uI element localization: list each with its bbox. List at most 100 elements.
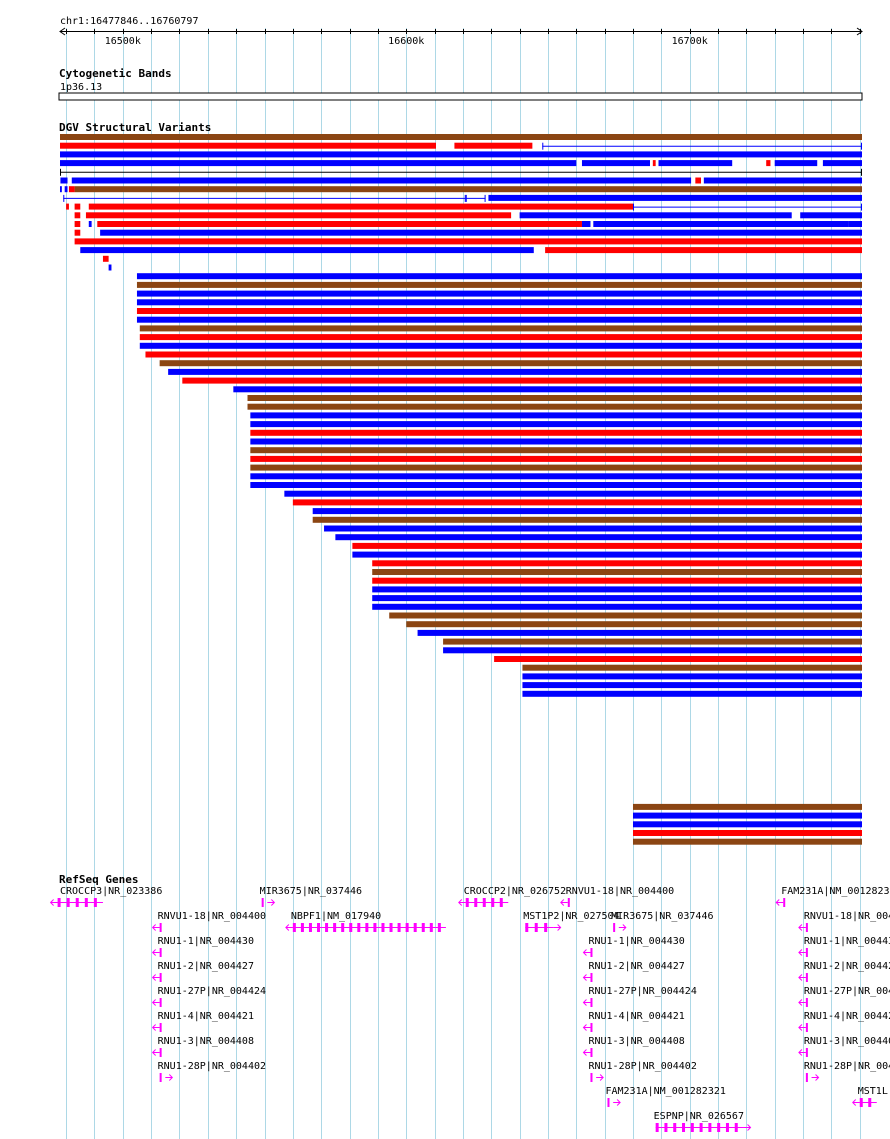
gene-exon[interactable] bbox=[159, 1023, 162, 1032]
variant-block[interactable] bbox=[593, 221, 849, 227]
variant-block[interactable] bbox=[581, 221, 591, 227]
variant-block[interactable] bbox=[312, 516, 863, 523]
gene-exon[interactable] bbox=[261, 898, 264, 907]
variant-block[interactable] bbox=[102, 255, 109, 262]
gene-exon[interactable] bbox=[349, 923, 353, 932]
gene-exon[interactable] bbox=[474, 898, 478, 907]
variant-block[interactable] bbox=[250, 421, 863, 428]
gene-exon[interactable] bbox=[590, 1073, 593, 1082]
variant-block[interactable] bbox=[522, 682, 862, 689]
variant-block[interactable] bbox=[632, 830, 862, 836]
variant-block[interactable] bbox=[136, 308, 863, 314]
variant-block[interactable] bbox=[136, 281, 863, 288]
variant-block[interactable] bbox=[74, 229, 81, 236]
variant-block[interactable] bbox=[372, 603, 862, 610]
gene-exon[interactable] bbox=[544, 923, 548, 932]
gene-exon[interactable] bbox=[699, 1123, 703, 1132]
gene-exon[interactable] bbox=[429, 923, 433, 932]
variant-block[interactable] bbox=[250, 447, 863, 454]
variant-block[interactable] bbox=[145, 351, 863, 358]
gene-exon[interactable] bbox=[868, 1098, 872, 1107]
variant-block[interactable] bbox=[766, 160, 771, 167]
variant-end[interactable] bbox=[542, 142, 544, 150]
gene-exon[interactable] bbox=[534, 923, 538, 932]
gene-exon[interactable] bbox=[717, 1123, 721, 1132]
variant-block[interactable] bbox=[60, 160, 577, 167]
gene-exon[interactable] bbox=[499, 898, 503, 907]
ruler[interactable]: 16500k 16600k 16700k bbox=[59, 27, 863, 47]
variant-block[interactable] bbox=[64, 186, 68, 193]
variant-block[interactable] bbox=[774, 160, 818, 167]
gene-exon[interactable] bbox=[734, 1123, 738, 1132]
gene-exon[interactable] bbox=[405, 923, 409, 932]
gene-exon[interactable] bbox=[607, 1098, 610, 1107]
variant-block[interactable] bbox=[389, 612, 862, 619]
variant-block[interactable] bbox=[632, 803, 862, 810]
variant-block[interactable] bbox=[443, 638, 862, 645]
gene-exon[interactable] bbox=[725, 1123, 729, 1132]
variant-block[interactable] bbox=[97, 221, 582, 227]
variant-block[interactable] bbox=[519, 212, 792, 219]
variant-block[interactable] bbox=[85, 212, 512, 219]
variant-block[interactable] bbox=[250, 464, 863, 471]
variant-block[interactable] bbox=[250, 473, 863, 480]
variant-block[interactable] bbox=[250, 482, 863, 488]
variant-block[interactable] bbox=[74, 238, 862, 245]
variant-end[interactable] bbox=[861, 142, 862, 150]
variant-block[interactable] bbox=[159, 360, 862, 367]
variant-block[interactable] bbox=[632, 821, 862, 828]
refseq-genes[interactable]: CROCCP3|NR_023386 MIR3675|NR_037446 CROCCP… bbox=[49, 886, 890, 1132]
gene-exon[interactable] bbox=[365, 923, 369, 932]
variant-block[interactable] bbox=[60, 177, 68, 184]
gene-exon[interactable] bbox=[333, 923, 337, 932]
variant-block[interactable] bbox=[352, 542, 862, 549]
gene-exon[interactable] bbox=[159, 973, 162, 982]
variant-block[interactable] bbox=[545, 247, 862, 254]
variant-block[interactable] bbox=[372, 586, 862, 593]
gene-exon[interactable] bbox=[357, 923, 361, 932]
variant-end[interactable] bbox=[632, 203, 634, 211]
variant-block[interactable] bbox=[406, 621, 862, 628]
variant-block[interactable] bbox=[488, 194, 862, 201]
gene-exon[interactable] bbox=[381, 923, 385, 932]
variant-end[interactable] bbox=[63, 194, 65, 202]
variant-block[interactable] bbox=[522, 664, 862, 671]
variant-end[interactable] bbox=[861, 168, 862, 176]
variant-block[interactable] bbox=[632, 838, 862, 845]
variant-block[interactable] bbox=[250, 412, 863, 419]
gene-exon[interactable] bbox=[317, 923, 321, 932]
gene-exon[interactable] bbox=[159, 1048, 162, 1057]
variant-block[interactable] bbox=[88, 221, 92, 227]
variant-block[interactable] bbox=[822, 160, 862, 167]
gene-exon[interactable] bbox=[525, 923, 529, 932]
gene-exon[interactable] bbox=[93, 898, 97, 907]
gene-exon[interactable] bbox=[292, 923, 296, 932]
variant-block[interactable] bbox=[335, 534, 862, 541]
gene-exon[interactable] bbox=[373, 923, 377, 932]
gene-exon[interactable] bbox=[159, 948, 162, 957]
gene-exon[interactable] bbox=[805, 973, 808, 982]
variant-block[interactable] bbox=[652, 160, 656, 167]
gene-exon[interactable] bbox=[613, 923, 616, 932]
variant-block[interactable] bbox=[800, 212, 862, 219]
variant-block[interactable] bbox=[312, 508, 863, 515]
gene-exon[interactable] bbox=[465, 898, 469, 907]
gene-exon[interactable] bbox=[482, 898, 486, 907]
gene-exon[interactable] bbox=[805, 998, 808, 1007]
gene-exon[interactable] bbox=[437, 923, 441, 932]
gene-exon[interactable] bbox=[805, 948, 808, 957]
gene-exon[interactable] bbox=[66, 898, 70, 907]
variant-block[interactable] bbox=[703, 177, 862, 184]
variant-block[interactable] bbox=[108, 264, 112, 271]
variant-block[interactable] bbox=[372, 560, 862, 567]
gene-exon[interactable] bbox=[75, 898, 79, 907]
variant-block[interactable] bbox=[182, 377, 862, 384]
variant-block[interactable] bbox=[324, 525, 863, 532]
variant-block[interactable] bbox=[247, 395, 863, 401]
variant-block[interactable] bbox=[168, 368, 863, 375]
variant-block[interactable] bbox=[522, 690, 862, 697]
gene-exon[interactable] bbox=[413, 923, 417, 932]
gene-exon[interactable] bbox=[421, 923, 425, 932]
gene-exon[interactable] bbox=[590, 998, 593, 1007]
gene-exon[interactable] bbox=[708, 1123, 712, 1132]
